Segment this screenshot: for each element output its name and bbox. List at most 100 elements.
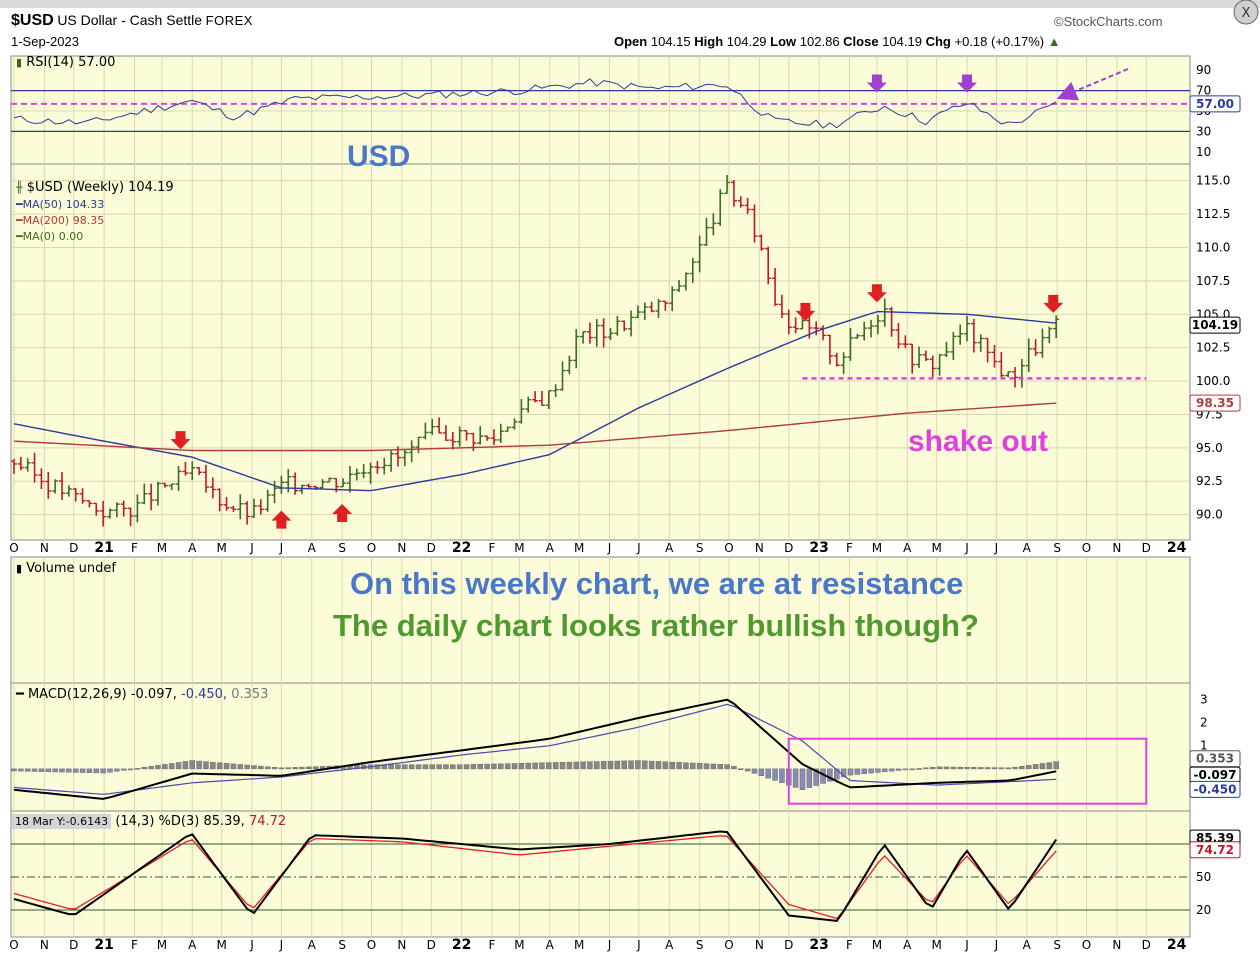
x-tick-label: O bbox=[1082, 541, 1091, 555]
resistance-arrow bbox=[1043, 294, 1064, 313]
macd-histogram-bar bbox=[943, 766, 950, 770]
x-tick-label: 24 bbox=[1167, 540, 1187, 556]
price-bar bbox=[134, 494, 141, 523]
macd-histogram-bar bbox=[107, 768, 113, 773]
price-bar bbox=[388, 450, 395, 472]
chart-date: 1-Sep-2023 bbox=[11, 34, 79, 49]
macd-histogram-bar bbox=[861, 768, 867, 774]
macd-histogram-bar bbox=[724, 764, 730, 770]
macd-histogram-bar bbox=[141, 767, 148, 770]
usd-annotation: USD bbox=[347, 140, 411, 173]
macd-histogram-bar bbox=[168, 763, 175, 770]
macd-histogram-bar bbox=[415, 764, 422, 770]
price-tick-label: 107.5 bbox=[1196, 274, 1230, 288]
x-tick-label: N bbox=[397, 541, 406, 555]
price-bar bbox=[381, 457, 388, 475]
macd-histogram-bar bbox=[66, 768, 72, 773]
macd-histogram-bar bbox=[456, 764, 463, 770]
macd-histogram-bar bbox=[642, 760, 648, 770]
macd-histogram-bar bbox=[93, 768, 100, 774]
price-bar bbox=[970, 318, 977, 353]
x-tick-label: M bbox=[931, 541, 941, 555]
high-value: 104.29 bbox=[726, 34, 767, 49]
price-bar bbox=[72, 487, 79, 502]
price-bar bbox=[463, 430, 470, 441]
price-bar bbox=[772, 268, 779, 306]
x-tick-label: D bbox=[427, 541, 436, 555]
price-bar bbox=[895, 322, 902, 349]
x-tick-label: A bbox=[546, 938, 555, 952]
macd-signal-badge-text: -0.450 bbox=[1194, 782, 1237, 796]
description: US Dollar - Cash Settle bbox=[57, 12, 203, 28]
price-bar bbox=[1053, 315, 1060, 339]
x-tick-label: S bbox=[338, 541, 346, 555]
price-bar bbox=[518, 399, 525, 424]
macd-histogram-bar bbox=[210, 761, 216, 770]
macd-histogram-bar bbox=[984, 767, 991, 770]
macd-histogram-bar bbox=[196, 760, 202, 770]
price-bar bbox=[490, 429, 497, 446]
stoch-d-line bbox=[13, 835, 1057, 920]
macd-histogram-bar bbox=[648, 760, 655, 770]
price-bar bbox=[758, 234, 765, 251]
x-tick-label: F bbox=[489, 938, 496, 952]
macd-histogram-bar bbox=[936, 766, 943, 770]
macd-histogram-bar bbox=[408, 764, 415, 770]
macd-histogram-bar bbox=[621, 760, 627, 770]
symbol: $USD bbox=[11, 12, 54, 29]
macd-line bbox=[13, 698, 1057, 800]
x-tick-label: A bbox=[308, 938, 317, 952]
macd-histogram-bar bbox=[504, 763, 511, 770]
price-bar bbox=[168, 483, 175, 491]
macd-histogram-bar bbox=[24, 768, 31, 772]
price-bar bbox=[100, 500, 107, 527]
price-bar bbox=[751, 204, 758, 243]
macd-histogram-bar bbox=[868, 768, 874, 774]
price-bar bbox=[641, 302, 648, 320]
price-bar bbox=[813, 321, 820, 336]
x-tick-label: D bbox=[69, 541, 78, 555]
macd-histogram-bar bbox=[731, 766, 737, 770]
price-bar bbox=[1039, 328, 1046, 358]
price-bar bbox=[847, 327, 854, 361]
macd-tick-label: 2 bbox=[1200, 715, 1208, 729]
macd-histogram-bar bbox=[86, 768, 93, 773]
stoch-panel bbox=[10, 810, 1191, 938]
macd-histogram-bar bbox=[1019, 766, 1025, 770]
macd-histogram-bar bbox=[251, 765, 257, 770]
price-bar bbox=[909, 343, 916, 374]
price-bar bbox=[868, 319, 875, 338]
macd-badge-text: -0.097 bbox=[1194, 768, 1237, 782]
macd-histogram-bar bbox=[628, 760, 634, 770]
price-bar bbox=[669, 286, 676, 312]
price-bar bbox=[504, 426, 511, 432]
macd-histogram-bar bbox=[587, 761, 593, 770]
price-bar bbox=[230, 505, 237, 512]
x-tick-label: D bbox=[1142, 541, 1151, 555]
header-title: $USD US Dollar - Cash Settle FOREX bbox=[11, 12, 253, 30]
macd-histogram-bar bbox=[978, 767, 984, 770]
macd-histogram-bar bbox=[203, 761, 209, 770]
close-value: 104.19 bbox=[882, 34, 922, 49]
x-tick-label: J bbox=[964, 541, 969, 555]
macd-histogram-bar bbox=[470, 764, 477, 770]
x-tick-label: N bbox=[40, 938, 49, 952]
ma50-legend-text: MA(50) 104.33 bbox=[22, 198, 105, 211]
high-label: High bbox=[694, 34, 724, 49]
price-bar bbox=[223, 496, 230, 511]
price-bar bbox=[346, 466, 353, 493]
macd-histogram-bar bbox=[607, 760, 614, 770]
price-bar bbox=[175, 466, 182, 491]
macd-tick-label: 1 bbox=[1200, 739, 1208, 753]
shake-out-annotation: shake out bbox=[908, 425, 1049, 458]
macd-histogram-bar bbox=[285, 767, 292, 770]
x-tick-label: A bbox=[188, 541, 197, 555]
x-tick-label: A bbox=[665, 541, 674, 555]
macd-label: ━ MACD(12,26,9) -0.097, -0.450, 0.353 bbox=[16, 687, 268, 702]
macd-histogram-bar bbox=[765, 768, 771, 779]
x-tick-label: 21 bbox=[94, 937, 113, 953]
price-bar bbox=[326, 477, 333, 483]
macd-histogram-bar bbox=[155, 765, 161, 770]
price-bar bbox=[148, 483, 155, 511]
price-bar bbox=[792, 317, 799, 334]
